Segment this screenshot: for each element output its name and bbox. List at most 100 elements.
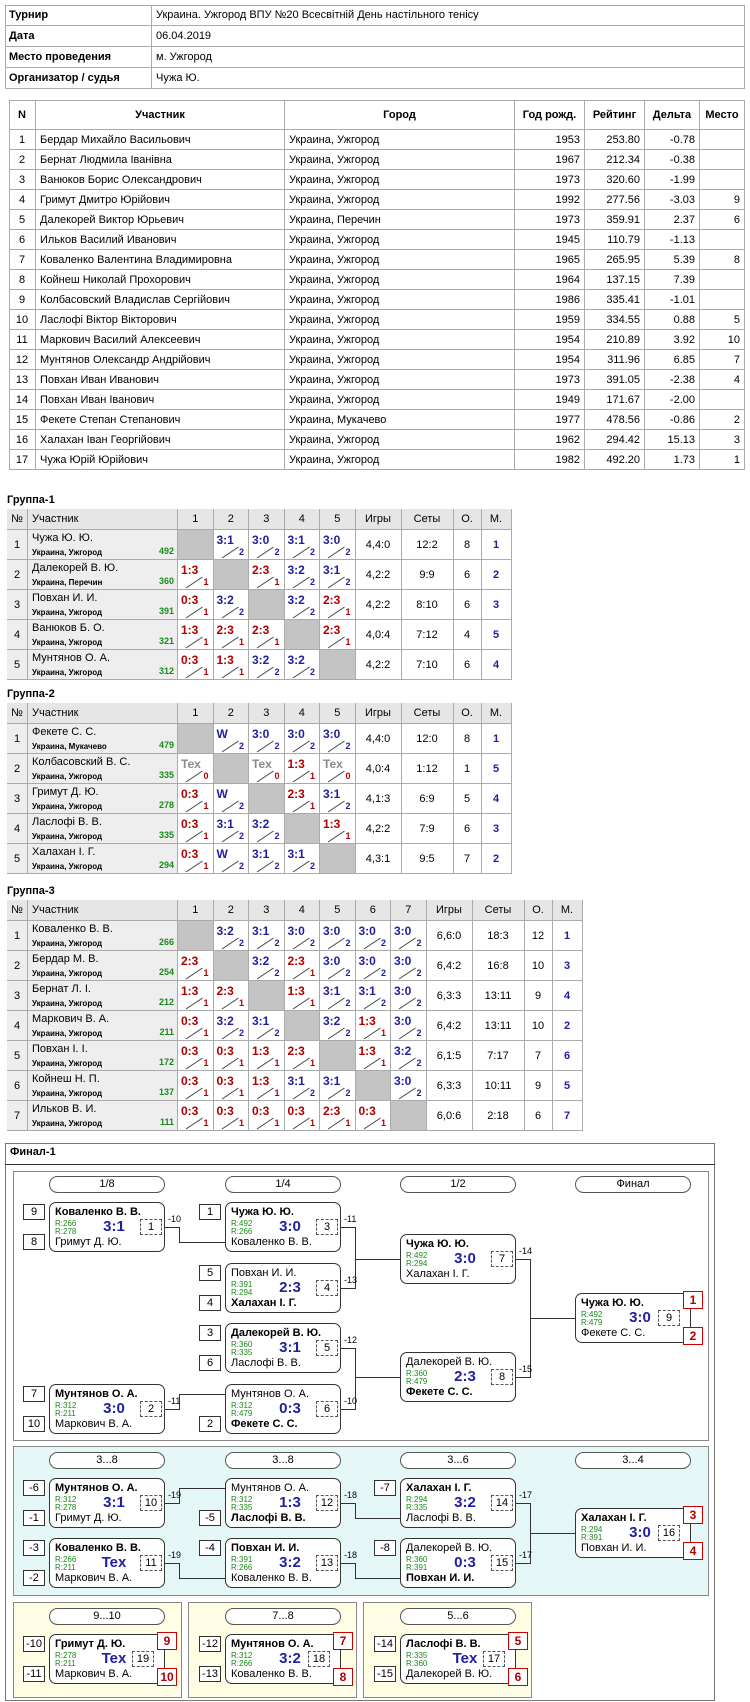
- table-cell: 478.56: [585, 410, 645, 430]
- slash-line: [185, 967, 203, 980]
- slash-line: [221, 997, 239, 1010]
- score: 3:0: [358, 954, 376, 968]
- slash: [221, 740, 239, 753]
- connector: [355, 1518, 401, 1519]
- slash: [327, 770, 345, 783]
- out-label: -18: [344, 1550, 358, 1560]
- game-number: 2: [239, 1028, 245, 1038]
- table-cell: 277.56: [585, 190, 645, 210]
- score: 3:2: [252, 817, 270, 831]
- stat-cell: 7:10: [401, 650, 454, 680]
- stat-cell: 6,1:5: [426, 1041, 473, 1071]
- game-number: 2: [310, 938, 316, 948]
- slash: [327, 800, 345, 813]
- player-name: Маркович В. А.: [55, 1572, 133, 1584]
- table-cell: Повхан Иван Іванович: [36, 390, 285, 410]
- slash-line: [221, 937, 239, 950]
- header-cell: 1: [178, 509, 214, 530]
- player-rating: R:211: [55, 1659, 76, 1668]
- game-number: 2: [345, 741, 351, 751]
- slash-line: [398, 997, 416, 1010]
- slash-line: [363, 997, 381, 1010]
- seed: -10: [23, 1636, 45, 1652]
- game-number: 2: [274, 938, 280, 948]
- table-cell: Украина, Ужгород: [285, 350, 515, 370]
- stat-cell: 1: [552, 921, 583, 951]
- score-cell: 3:1 2: [320, 784, 356, 814]
- game-number: 2: [416, 1088, 422, 1098]
- player-name: Халахан І. Г.: [581, 1512, 647, 1524]
- header-cell: №: [7, 509, 28, 530]
- score: 3:2: [287, 563, 305, 577]
- header-cell: Участник: [28, 509, 178, 530]
- score: 0:3: [181, 593, 199, 607]
- match-score: 3:0: [454, 1250, 476, 1267]
- round-header: 1/4: [225, 1176, 341, 1193]
- header-cell: 5: [320, 509, 356, 530]
- slash-line: [256, 546, 274, 559]
- table-cell: 6.85: [645, 350, 700, 370]
- slash: [221, 1027, 239, 1040]
- diagonal-cell: [178, 530, 214, 560]
- player-rating: R:479: [231, 1409, 253, 1418]
- score-cell: 3:1 2: [284, 530, 320, 560]
- participants-table: [9, 100, 745, 470]
- info-label: Место проведения: [5, 47, 152, 68]
- score: 2:3: [252, 563, 270, 577]
- diagonal-cell: [249, 784, 285, 814]
- game-number: 1: [274, 1118, 280, 1128]
- match-number: 17: [483, 1651, 505, 1667]
- final-frame: [5, 1143, 715, 1701]
- slash: [256, 740, 274, 753]
- score: 1:3: [287, 757, 305, 771]
- player-rating: 335: [158, 770, 174, 780]
- connector: [530, 1533, 576, 1534]
- match-number: 15: [491, 1555, 513, 1571]
- slash: [363, 1027, 381, 1040]
- stat-cell: 6,4:2: [426, 1011, 473, 1041]
- score: 2:3: [287, 1044, 305, 1058]
- table-cell: [700, 230, 745, 250]
- place: 4: [683, 1542, 703, 1560]
- player-cell: Койнеш Н. П. Украина, Ужгород 137: [28, 1071, 178, 1101]
- stat-cell: 4,0:4: [355, 754, 402, 784]
- stat-cell: 5: [481, 754, 512, 784]
- slash: [398, 937, 416, 950]
- score-cell: 3:2 2: [213, 590, 249, 620]
- slash-line: [256, 1057, 274, 1070]
- score-cell: 0:3 1: [178, 1101, 214, 1131]
- out-label: -19: [168, 1490, 182, 1500]
- score: 0:3: [181, 1044, 199, 1058]
- score-cell: Tex 0: [320, 754, 356, 784]
- stat-cell: 16:8: [472, 951, 525, 981]
- match-number: 18: [308, 1651, 330, 1667]
- header-cell: 2: [213, 509, 249, 530]
- player-name: Повхан И. И.: [231, 1542, 300, 1554]
- match-number: 12: [316, 1495, 338, 1511]
- game-number: 2: [274, 667, 280, 677]
- header-cell: Сеты: [472, 900, 525, 921]
- table-cell: 1977: [515, 410, 585, 430]
- match-box: Коваленко В. В. R:266 R:278 Гримут Д. Ю. 3:1…: [49, 1202, 165, 1252]
- table-cell: 3: [9, 170, 36, 190]
- slash: [185, 666, 203, 679]
- score-cell: 1:3 1: [284, 754, 320, 784]
- seed: -2: [23, 1570, 45, 1586]
- match-number: 10: [140, 1495, 162, 1511]
- slash: [363, 1057, 381, 1070]
- slash-line: [185, 636, 203, 649]
- game-number: 1: [203, 1088, 209, 1098]
- stat-cell: 4: [552, 981, 583, 1011]
- score-cell: 3:2 2: [284, 560, 320, 590]
- stat-cell: 5: [552, 1071, 583, 1101]
- slash-line: [256, 1027, 274, 1040]
- slash-line: [221, 606, 239, 619]
- table-cell: 8: [9, 270, 36, 290]
- diagonal-cell: [284, 814, 320, 844]
- game-number: 2: [274, 547, 280, 557]
- game-number: 2: [345, 1088, 351, 1098]
- player-cell: Фекете С. С. Украина, Мукачево 479: [28, 724, 178, 754]
- game-number: 1: [310, 968, 316, 978]
- game-number: 2: [310, 667, 316, 677]
- game-number: 1: [310, 998, 316, 1008]
